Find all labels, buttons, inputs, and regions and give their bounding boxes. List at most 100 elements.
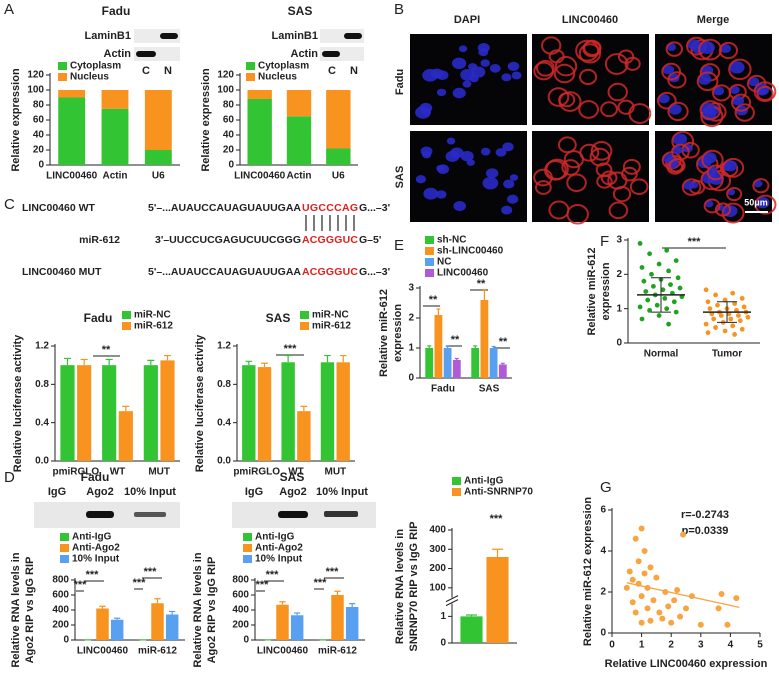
blot-strip	[320, 47, 364, 61]
nucleus	[509, 174, 519, 181]
microscopy: DAPI LINC00460 Merge Fadu SAS 50μm	[394, 14, 777, 225]
blot-band	[322, 51, 340, 57]
cytoplasm-signal	[596, 174, 613, 189]
y-tick-label: 600	[52, 590, 69, 601]
point	[680, 531, 687, 538]
nucleus	[702, 152, 717, 164]
dot	[732, 301, 737, 306]
dot	[666, 268, 671, 274]
point	[629, 599, 636, 606]
cytoplasm-signal	[696, 71, 719, 92]
point	[650, 597, 657, 604]
cytoplasm-signal	[722, 157, 745, 178]
point	[632, 535, 639, 542]
x-tick-label: pmiRGLO	[233, 467, 280, 478]
seq-name: LINC00460 WT	[22, 202, 96, 214]
nucleus	[451, 57, 467, 70]
legend-label: Cytoplasm	[70, 61, 121, 72]
y-tick-label: 0	[243, 635, 249, 646]
blot-sas: LaminB1 Actin C N	[272, 29, 364, 77]
legend-label: Anti-Ago2	[255, 543, 303, 554]
x-tick-label: 5	[757, 640, 763, 651]
cytoplasm-signal	[558, 91, 582, 112]
cytoplasm-signal	[754, 194, 777, 215]
cytoplasm-signal	[728, 58, 752, 81]
point	[724, 621, 731, 628]
bar	[290, 615, 304, 640]
axis-break	[446, 597, 519, 604]
blot-band	[136, 51, 156, 57]
legend-swatch	[425, 236, 434, 244]
error-bar	[122, 405, 130, 412]
nucleus	[506, 194, 519, 204]
bar-segment	[326, 90, 351, 149]
nucleus	[729, 61, 745, 74]
dot	[715, 302, 720, 308]
legend-label: Anti-IgG	[72, 532, 112, 543]
nucleus	[747, 77, 760, 87]
nucleus	[502, 142, 514, 152]
bar	[297, 411, 311, 461]
blot-lane-label: C	[142, 65, 150, 77]
bar	[498, 364, 507, 378]
bar	[425, 348, 434, 378]
sd-bar	[717, 301, 737, 323]
nucleus	[462, 80, 472, 88]
point	[638, 525, 645, 532]
nucleus	[503, 179, 515, 189]
legend-label: 10% Input	[255, 554, 303, 565]
error-bar	[334, 590, 341, 595]
error-bar	[245, 360, 253, 366]
y-tick-label: 0	[408, 373, 414, 384]
annotation: ***	[688, 236, 702, 248]
cytoplasm-signal	[617, 49, 635, 64]
column-label: Merge	[697, 14, 729, 26]
nucleus	[700, 102, 715, 114]
annotation: ***	[133, 577, 147, 589]
nucleus	[480, 147, 491, 156]
annotation: **	[451, 334, 460, 346]
nucleus	[658, 94, 670, 104]
y-tick-label: 6	[600, 505, 606, 516]
sequences: LINC00460 WT 5'–...AUAUCCAUAGUAUUGAA UGC…	[22, 202, 390, 278]
y-tick-label: 0	[440, 638, 446, 649]
legend-label: miR-612	[134, 321, 173, 332]
dot	[677, 285, 683, 291]
point	[626, 568, 633, 575]
panel-label: E	[394, 237, 404, 254]
legend-swatch	[425, 247, 434, 255]
point	[632, 609, 639, 616]
scale-label: 50μm	[744, 197, 768, 207]
y-tick-label: 0.4	[35, 417, 49, 428]
point	[641, 570, 648, 577]
nucleus	[452, 87, 466, 99]
legend-label: LINC00460	[437, 268, 489, 279]
cytoplasm-signal	[533, 168, 553, 187]
legend-label: miR-NC	[312, 310, 349, 321]
bar	[486, 556, 509, 643]
y-tick-label: 80	[223, 100, 235, 111]
dot	[713, 292, 718, 298]
dot	[664, 306, 670, 312]
cytoplasm-signal	[706, 164, 725, 181]
y-tick-label: 0.0	[35, 456, 49, 467]
y-tick-label: 1.2	[217, 341, 231, 352]
x-tick-label: 2	[668, 640, 674, 651]
bar	[434, 315, 443, 378]
y-axis-label: Relative miR-612 expression	[582, 497, 594, 646]
y-axis-label: SNRNP70 RIP vs IgG RIP	[408, 521, 420, 651]
annotation: ***	[490, 513, 504, 525]
cytoplasm-signal	[734, 103, 755, 122]
chart-title: Fadu	[81, 470, 110, 484]
y-tick-label: 200	[429, 563, 446, 574]
nucleus	[501, 205, 513, 215]
panel-label: B	[394, 1, 404, 18]
legend-label: sh-NC	[437, 235, 466, 246]
nucleus	[460, 69, 475, 81]
x-tick-label: 0	[609, 640, 615, 651]
nucleus	[436, 190, 447, 199]
cytoplasm-signal	[617, 99, 635, 115]
bar	[60, 365, 75, 461]
cytoplasm-signal	[721, 202, 745, 224]
x-tick-label: SAS	[479, 384, 500, 395]
